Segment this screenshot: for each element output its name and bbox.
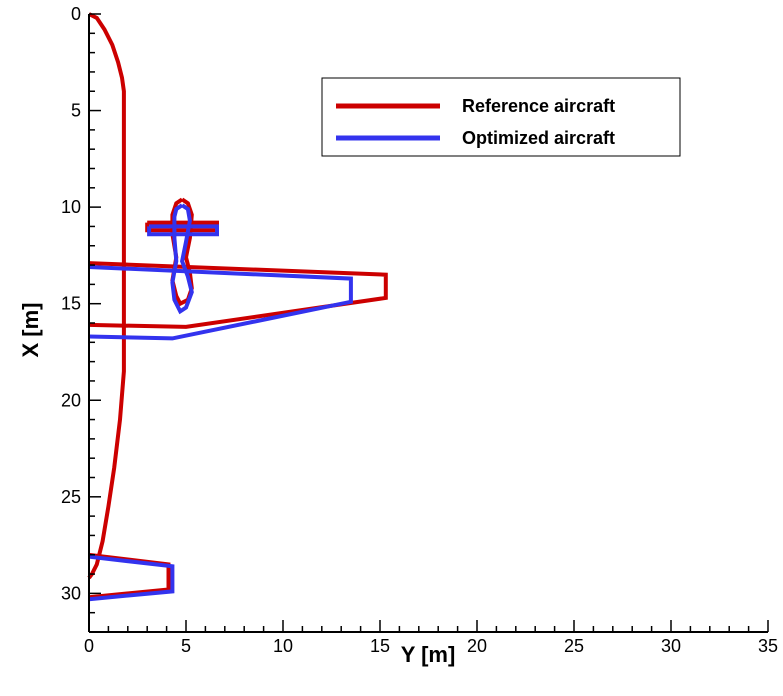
legend-entry-optimized: Optimized aircraft [462,128,615,148]
x-tick-label: 5 [181,636,191,656]
x-tick-label: 0 [84,636,94,656]
ticks: 0 5 10 15 20 25 30 0 5 10 15 20 25 30 35 [61,4,778,656]
y-tick-label: 5 [71,101,81,121]
series-optimized-htail [88,554,175,602]
series-reference-wing [88,261,388,329]
series-optimized-canard [147,224,219,237]
legend-entry-reference: Reference aircraft [462,96,615,116]
y-tick-label: 30 [61,583,81,603]
legend: Reference aircraft Optimized aircraft [321,77,681,157]
y-tick-label: 0 [71,4,81,24]
y-tick-label: 25 [61,487,81,507]
series-reference-fuselage [87,12,126,580]
series-optimized-nacelle [170,203,194,315]
x-axis-title: Y [m] [401,642,456,667]
x-tick-label: 15 [370,636,390,656]
y-tick-label: 20 [61,390,81,410]
plot-lines [87,12,388,602]
y-axis-title: X [m] [18,303,43,358]
x-tick-label: 20 [467,636,487,656]
series-optimized-wing [88,265,353,341]
y-tick-label: 15 [61,294,81,314]
legend-box [321,77,681,157]
y-tick-label: 10 [61,197,81,217]
x-tick-label: 30 [661,636,681,656]
x-tick-label: 10 [273,636,293,656]
x-tick-label: 35 [758,636,778,656]
x-tick-label: 25 [564,636,584,656]
